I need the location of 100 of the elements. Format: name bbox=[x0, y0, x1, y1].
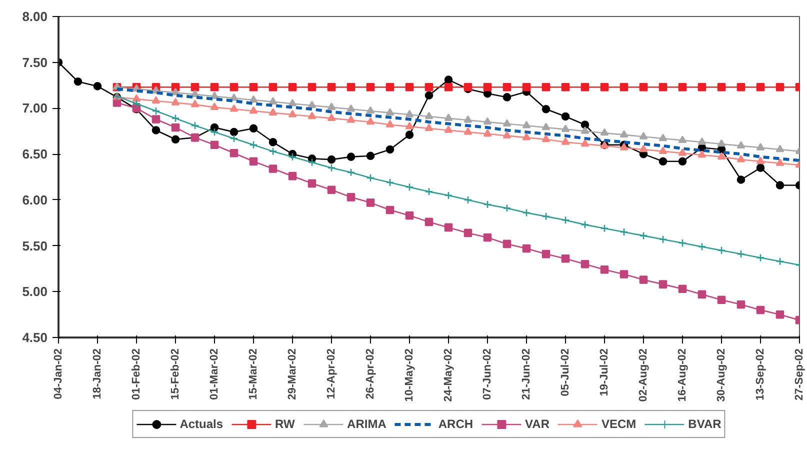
point bbox=[639, 232, 648, 240]
point bbox=[230, 104, 238, 112]
point bbox=[600, 224, 609, 233]
point bbox=[698, 290, 706, 299]
point bbox=[288, 110, 297, 118]
x-tick-label: 18-Jan-02 bbox=[92, 348, 104, 400]
point bbox=[386, 120, 394, 128]
point bbox=[776, 257, 784, 266]
point bbox=[736, 141, 746, 148]
point bbox=[346, 152, 356, 161]
point bbox=[600, 82, 609, 92]
point bbox=[249, 140, 258, 150]
point bbox=[308, 158, 316, 166]
point bbox=[327, 186, 336, 194]
point bbox=[776, 310, 784, 319]
point bbox=[678, 82, 687, 92]
point bbox=[776, 158, 784, 166]
point bbox=[542, 250, 550, 258]
point bbox=[230, 149, 238, 158]
point bbox=[600, 265, 609, 274]
point bbox=[736, 82, 746, 92]
point bbox=[542, 82, 550, 92]
point bbox=[502, 119, 512, 126]
point bbox=[210, 140, 219, 150]
point bbox=[405, 82, 414, 92]
point bbox=[639, 144, 648, 152]
x-tick-label: 05-Jul-02 bbox=[560, 348, 572, 396]
point bbox=[678, 148, 687, 156]
point bbox=[561, 254, 570, 263]
point bbox=[249, 124, 258, 133]
point bbox=[620, 82, 628, 92]
point bbox=[580, 220, 590, 229]
point bbox=[756, 254, 765, 262]
point bbox=[717, 139, 726, 147]
point bbox=[483, 233, 492, 242]
point bbox=[502, 240, 512, 248]
point bbox=[464, 115, 472, 123]
point bbox=[132, 99, 141, 108]
point bbox=[308, 100, 316, 108]
point bbox=[230, 82, 238, 92]
point bbox=[152, 96, 160, 104]
point bbox=[483, 82, 492, 92]
point bbox=[542, 212, 550, 221]
point bbox=[346, 115, 356, 123]
point bbox=[678, 284, 687, 294]
point bbox=[658, 146, 668, 154]
point bbox=[405, 122, 414, 130]
x-tick-label: 10-May-02 bbox=[404, 348, 416, 402]
point bbox=[678, 136, 687, 143]
point bbox=[424, 91, 434, 100]
point bbox=[405, 182, 414, 192]
point bbox=[346, 168, 356, 177]
y-tick-label: 4.50 bbox=[22, 330, 48, 345]
point bbox=[308, 179, 316, 188]
point bbox=[386, 145, 394, 154]
x-tick-label: 27-Sep-02 bbox=[794, 348, 806, 400]
point bbox=[483, 200, 492, 209]
point bbox=[346, 193, 356, 202]
y-tick-label: 8.00 bbox=[22, 9, 48, 24]
point bbox=[483, 117, 492, 125]
point bbox=[424, 218, 434, 226]
point bbox=[288, 82, 297, 92]
point bbox=[464, 127, 472, 135]
point bbox=[268, 97, 278, 104]
x-tick-label: 01-Mar-02 bbox=[208, 348, 220, 400]
point bbox=[444, 191, 453, 200]
legend-label: VECM bbox=[602, 417, 636, 431]
point bbox=[522, 208, 531, 217]
point bbox=[561, 216, 570, 224]
point bbox=[561, 82, 570, 92]
point bbox=[736, 176, 746, 184]
point bbox=[308, 82, 316, 92]
point bbox=[366, 106, 375, 114]
point bbox=[756, 306, 765, 314]
point bbox=[366, 174, 375, 182]
x-tick-label: 29-Mar-02 bbox=[286, 348, 298, 400]
point bbox=[444, 82, 453, 92]
point bbox=[366, 198, 375, 207]
point bbox=[152, 106, 160, 116]
point bbox=[268, 147, 278, 156]
point bbox=[561, 112, 570, 121]
y-tick-label: 7.50 bbox=[22, 54, 48, 70]
x-tick-label: 30-Aug-02 bbox=[716, 348, 728, 402]
point bbox=[561, 124, 570, 132]
point bbox=[210, 128, 219, 136]
point bbox=[327, 164, 336, 172]
point bbox=[444, 126, 453, 133]
point bbox=[717, 296, 726, 304]
point bbox=[483, 129, 492, 137]
point bbox=[502, 131, 512, 138]
point bbox=[424, 124, 434, 132]
point bbox=[522, 244, 531, 253]
point bbox=[776, 144, 784, 152]
x-tick-label: 13-Sep-02 bbox=[754, 348, 766, 400]
x-tick-label: 04-Jan-02 bbox=[52, 348, 64, 400]
point bbox=[464, 196, 472, 204]
point bbox=[327, 155, 336, 164]
point bbox=[190, 100, 200, 108]
point bbox=[522, 132, 531, 140]
point bbox=[542, 104, 550, 114]
